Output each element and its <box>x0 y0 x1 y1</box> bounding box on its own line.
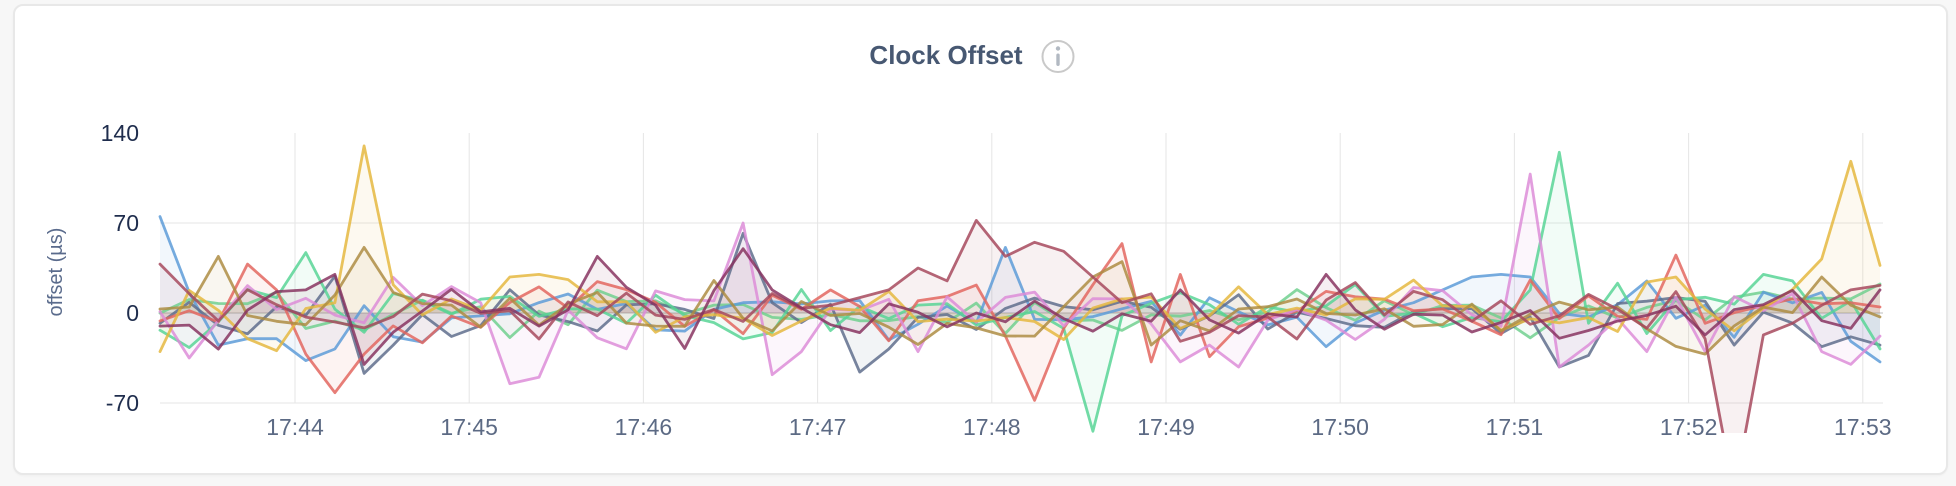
svg-text:17:49: 17:49 <box>1137 414 1195 440</box>
svg-text:-70: -70 <box>106 390 139 416</box>
svg-text:offset (µs): offset (µs) <box>45 228 67 317</box>
svg-text:140: 140 <box>101 120 139 146</box>
svg-text:0: 0 <box>126 300 139 326</box>
svg-text:17:47: 17:47 <box>789 414 847 440</box>
svg-text:17:53: 17:53 <box>1834 414 1892 440</box>
svg-text:Clock Offset: Clock Offset <box>869 40 1022 70</box>
svg-text:17:46: 17:46 <box>615 414 673 440</box>
svg-text:17:50: 17:50 <box>1311 414 1369 440</box>
svg-text:17:48: 17:48 <box>963 414 1021 440</box>
svg-text:17:51: 17:51 <box>1486 414 1544 440</box>
svg-text:17:44: 17:44 <box>266 414 324 440</box>
svg-text:17:52: 17:52 <box>1660 414 1718 440</box>
svg-text:17:45: 17:45 <box>440 414 498 440</box>
svg-text:70: 70 <box>113 210 139 236</box>
